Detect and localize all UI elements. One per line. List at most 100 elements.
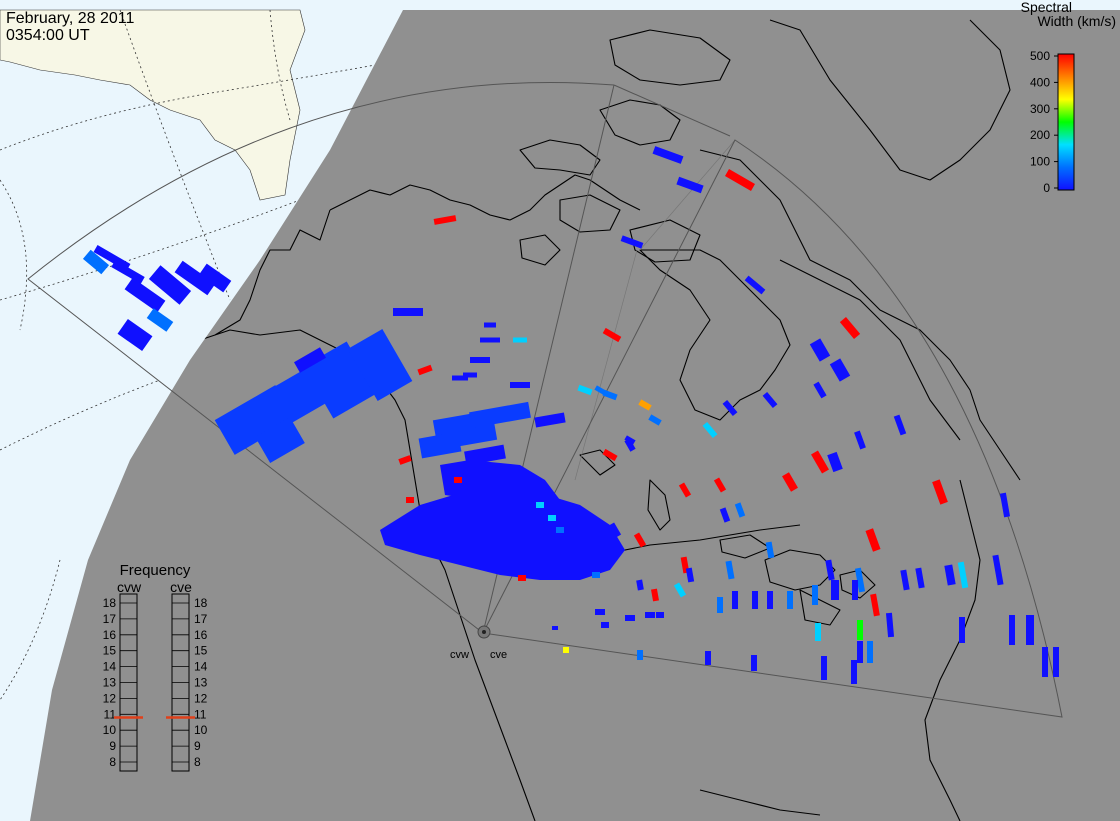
scatter-cell xyxy=(854,567,866,593)
scatter-cell xyxy=(827,451,843,473)
gauge-tick-label: 8 xyxy=(194,755,201,769)
scatter-cell xyxy=(812,585,818,605)
scatter-cell xyxy=(198,263,232,293)
scatter-cell xyxy=(852,580,858,600)
colorbar-tick-label: 400 xyxy=(1030,75,1050,89)
scatter-cell xyxy=(767,591,773,609)
scatter-cell xyxy=(932,479,948,505)
scatter-cell xyxy=(944,564,956,586)
scatter-cell xyxy=(815,623,821,641)
scatter-cell xyxy=(602,448,618,462)
scatter-cell xyxy=(469,401,531,429)
scatter-cell xyxy=(857,641,863,663)
scatter-cell xyxy=(851,660,857,684)
scatter-cell xyxy=(719,507,731,523)
gauge-tick-label: 14 xyxy=(194,660,208,674)
colorbar-title-line2: Width (km/s) xyxy=(1037,13,1116,29)
scatter-fan-inner xyxy=(440,460,560,500)
scatter-cell xyxy=(992,554,1004,586)
scatter-cell xyxy=(885,612,895,638)
time-label: 0354:00 UT xyxy=(6,27,90,44)
scatter-cell xyxy=(831,580,839,600)
scatter-cell xyxy=(821,656,827,680)
scatter-cell xyxy=(117,319,153,351)
gauge-tick-label: 16 xyxy=(194,628,208,642)
scatter-cell xyxy=(433,215,457,225)
gauge-tick-label: 17 xyxy=(194,612,208,626)
scatter-cell xyxy=(732,591,738,609)
gauge-label-cve: cve xyxy=(170,579,192,595)
scatter-cell xyxy=(648,414,662,426)
scatter-cell xyxy=(563,647,569,653)
scatter-cell xyxy=(685,567,695,583)
scatter-cell xyxy=(1009,615,1015,645)
scatter-cell xyxy=(255,417,305,463)
scatter-cell xyxy=(725,169,755,191)
dayside-land-greenland xyxy=(0,9,306,201)
scatter-cell xyxy=(536,502,544,508)
frequency-title: Frequency xyxy=(120,562,191,579)
scatter-cell xyxy=(513,337,527,343)
scatter-cell xyxy=(637,650,643,660)
scatter-cell xyxy=(303,341,377,419)
gauge-tick-label: 14 xyxy=(103,660,117,674)
scatter-cell xyxy=(484,322,496,328)
scatter-cell xyxy=(829,358,851,382)
radar-label-cve: cve xyxy=(490,649,507,661)
scatter-cell xyxy=(734,502,746,518)
colorbar-tick-label: 0 xyxy=(1043,181,1050,195)
gauge-tick-label: 13 xyxy=(194,676,208,690)
date-label: February, 28 2011 xyxy=(6,10,135,27)
scatter-cell xyxy=(552,626,558,630)
scatter-cell xyxy=(825,559,835,581)
scatter-cell xyxy=(676,176,704,194)
scatter-cell xyxy=(713,477,727,493)
scatter-cell xyxy=(1053,647,1059,677)
scatter-cell xyxy=(813,381,827,399)
gauge-tick-label: 18 xyxy=(103,596,117,610)
scatter-cell xyxy=(452,375,468,381)
gauge-tick-label: 15 xyxy=(103,644,117,658)
scatter-cell xyxy=(470,357,490,363)
scatter-cell xyxy=(1042,647,1048,677)
radar-sites: cvw cve xyxy=(450,625,507,661)
scatter-data-cells xyxy=(82,146,1059,684)
scatter-cell xyxy=(146,308,174,332)
scatter-cell xyxy=(839,317,861,339)
colorbar-tick-label: 200 xyxy=(1030,128,1050,142)
scatter-cell xyxy=(656,612,664,618)
scatter-cell xyxy=(620,235,644,249)
scatter-cell xyxy=(725,560,735,580)
scatter-cell xyxy=(595,609,605,615)
gauge-tick-label: 12 xyxy=(194,691,208,705)
gauge-tick-label: 9 xyxy=(109,739,116,753)
scatter-cell xyxy=(124,277,166,313)
scatter-cell xyxy=(602,389,618,401)
scatter-cell xyxy=(406,497,414,503)
scatter-cell xyxy=(594,385,606,395)
radar-label-cvw: cvw xyxy=(450,649,469,661)
scatter-cell xyxy=(625,615,635,621)
scatter-cell xyxy=(148,265,192,305)
scatter-cell xyxy=(398,455,412,465)
colorbar: Spectral Width (km/s) 500 400 300 200 100 0 xyxy=(1021,0,1116,195)
scatter-cell xyxy=(645,612,655,618)
scatter-cell xyxy=(765,541,775,559)
scatter-cell xyxy=(957,561,969,589)
scatter-cell xyxy=(717,597,723,613)
scatter-cell xyxy=(636,579,644,591)
scatter-cell xyxy=(393,308,423,316)
scatter-cell xyxy=(608,522,622,538)
scatter-cell xyxy=(702,421,718,439)
scatter-cell xyxy=(915,567,925,589)
gauge-tick-label: 8 xyxy=(109,755,116,769)
scatter-cell xyxy=(678,482,692,498)
gauge-tick-label: 18 xyxy=(194,596,208,610)
scatter-cell xyxy=(959,617,965,643)
gauge-tick-label: 13 xyxy=(103,676,117,690)
scatter-fan-main xyxy=(380,490,625,580)
gauge-tick-label: 10 xyxy=(194,723,208,737)
colorbar-tick-label: 500 xyxy=(1030,49,1050,63)
scatter-cell xyxy=(82,249,110,275)
